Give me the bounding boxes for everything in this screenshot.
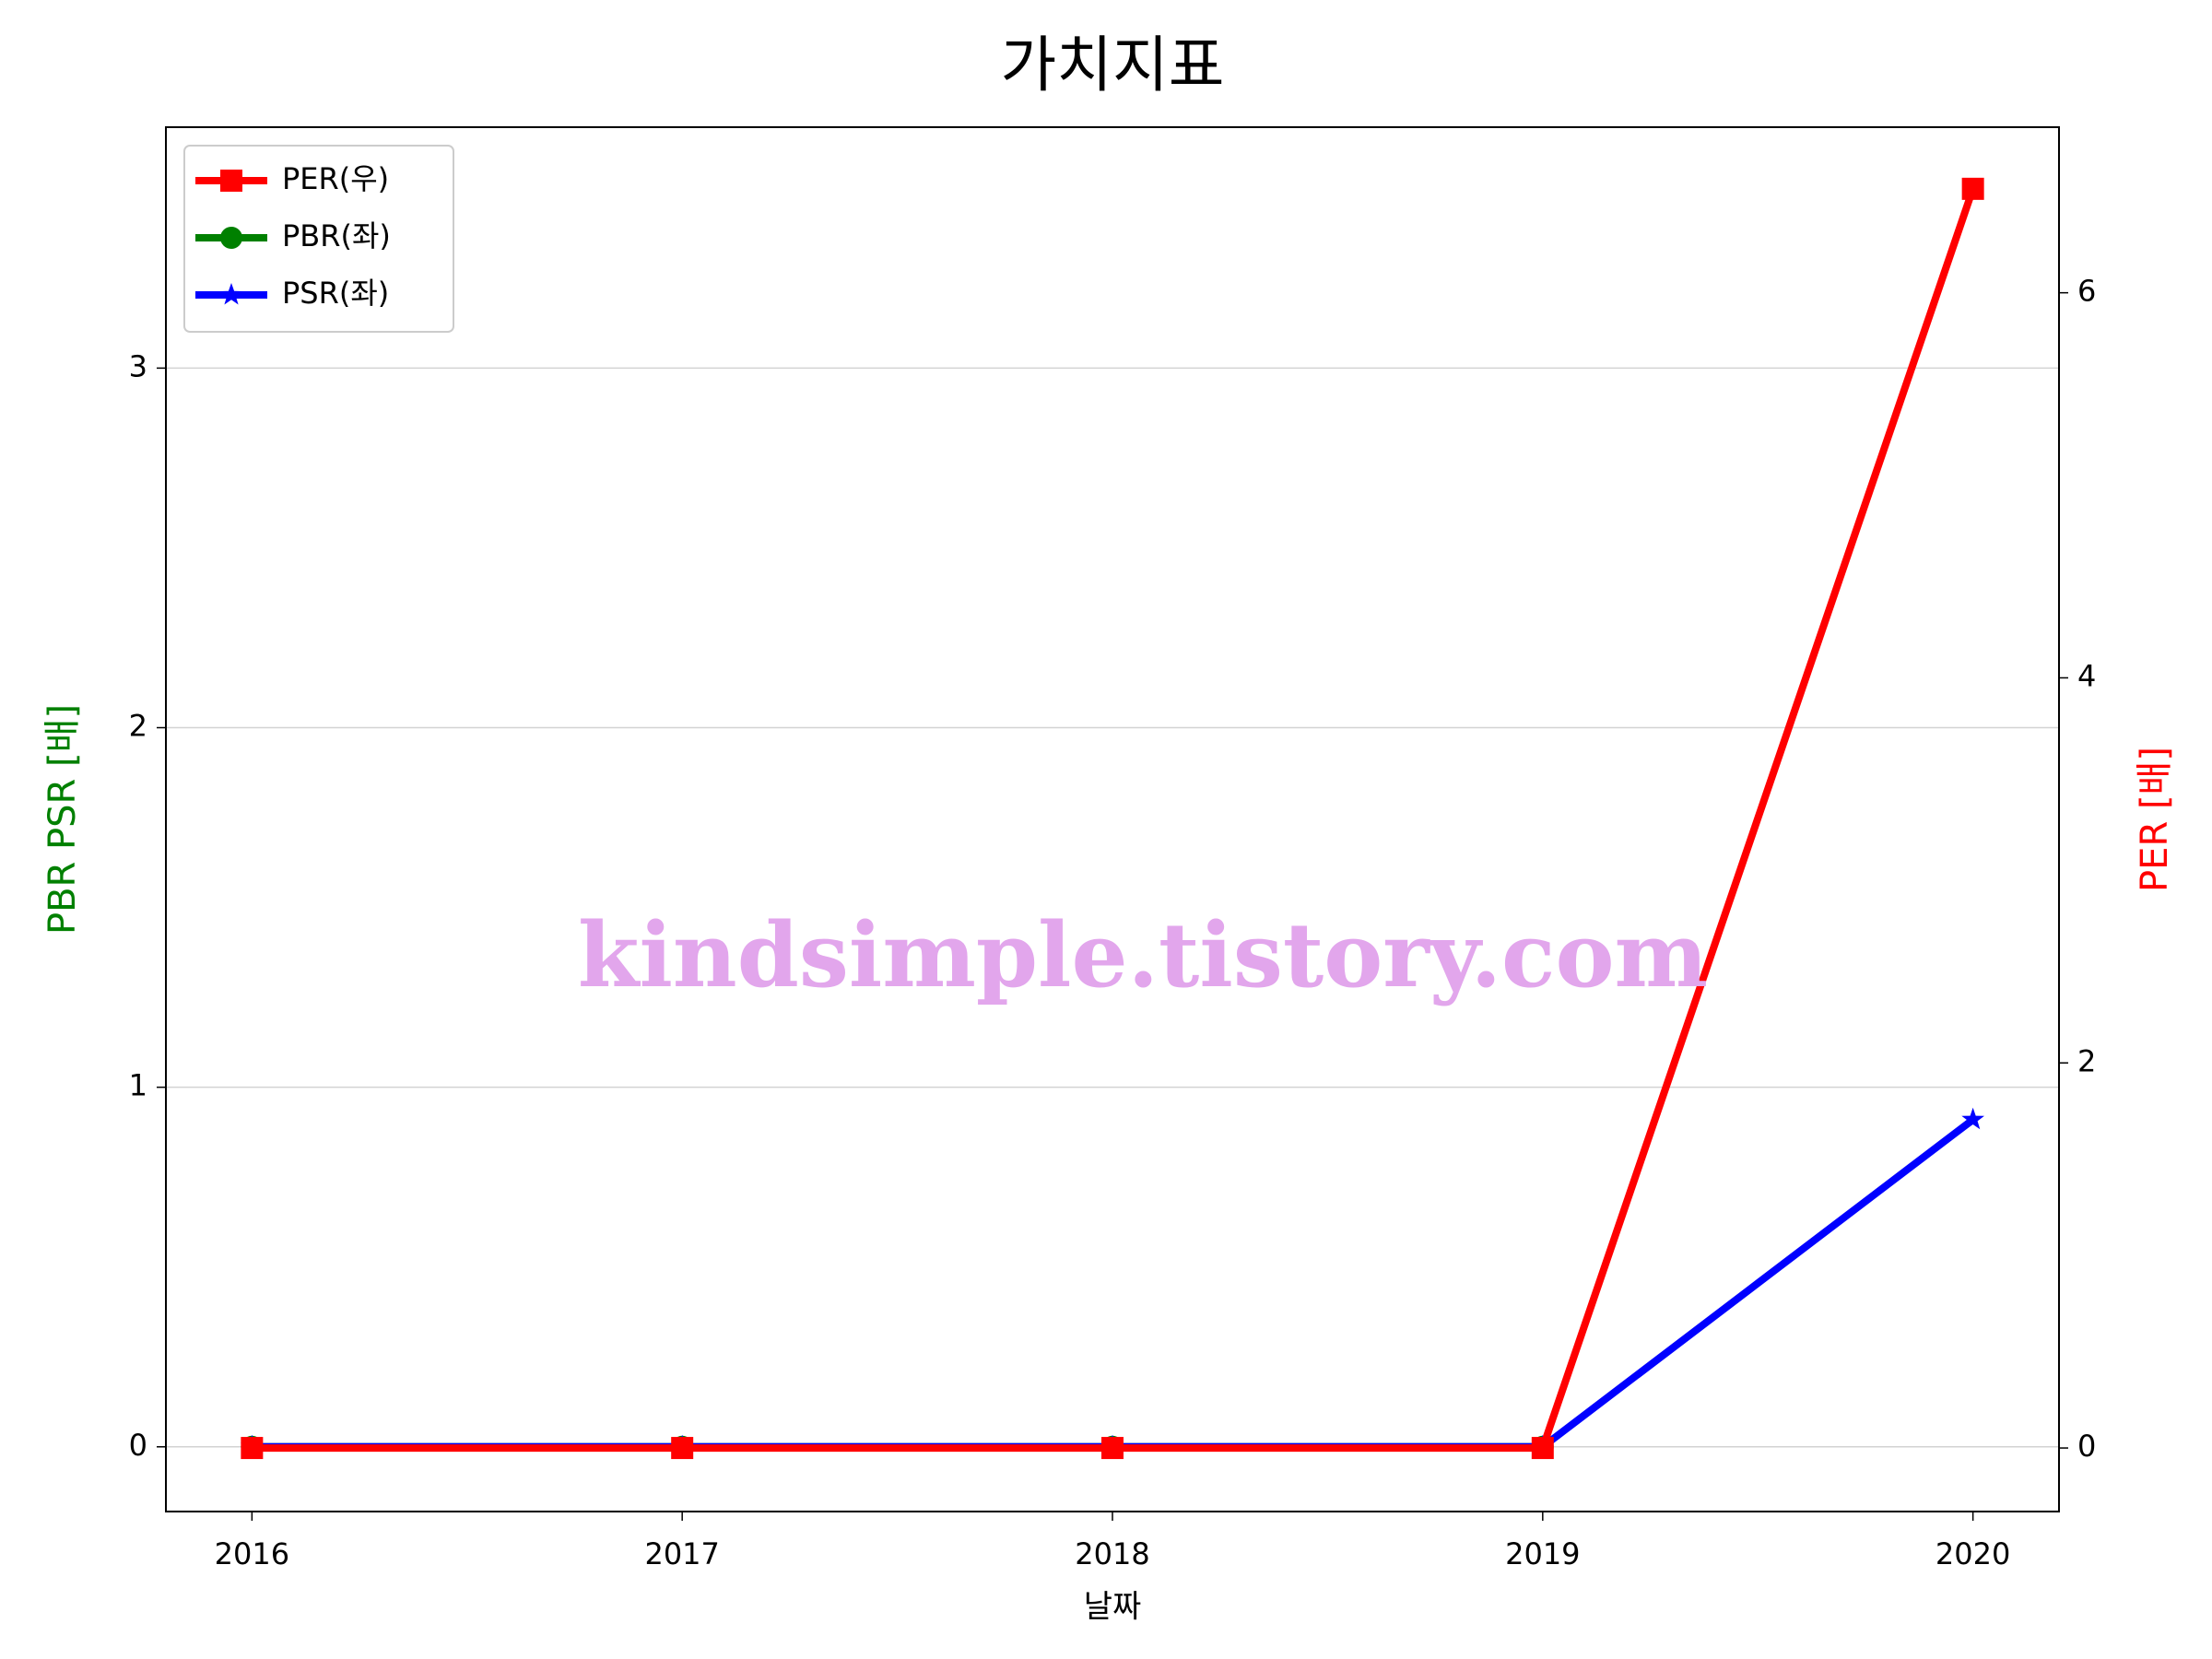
x-tick-label: 2019 <box>1505 1536 1580 1571</box>
y-tick-label: 1 <box>129 1068 147 1103</box>
y-axis-label: PBR PSR [배] <box>41 704 84 935</box>
x-tick-label: 2017 <box>644 1536 719 1571</box>
x-tick-label: 2018 <box>1075 1536 1149 1571</box>
marker <box>220 170 242 192</box>
y2-tick-label: 4 <box>2077 658 2096 693</box>
marker <box>1961 1107 1984 1130</box>
marker <box>220 227 242 249</box>
x-axis-label: 날짜 <box>1084 1589 1142 1626</box>
y2-tick-label: 6 <box>2077 274 2096 309</box>
y-tick-label: 0 <box>129 1428 147 1463</box>
y2-tick-label: 2 <box>2077 1043 2096 1078</box>
y2-axis-label: PER [배] <box>2134 747 2176 892</box>
marker <box>1961 177 1984 200</box>
y2-tick-label: 0 <box>2077 1429 2096 1464</box>
legend-label: PER(우) <box>282 161 389 196</box>
chart-title: 가치지표 <box>1001 29 1225 100</box>
marker <box>1101 1437 1124 1460</box>
marker <box>1531 1437 1554 1460</box>
y-tick-label: 2 <box>129 709 147 744</box>
plot-frame <box>165 126 2060 1512</box>
legend-box <box>183 145 454 333</box>
x-tick-label: 2020 <box>1936 1536 2010 1571</box>
watermark: kindsimple.tistory.com <box>578 903 1708 1007</box>
marker <box>219 283 243 305</box>
legend-label: PBR(좌) <box>282 218 391 253</box>
x-tick-label: 2016 <box>215 1536 289 1571</box>
marker <box>241 1437 264 1460</box>
series <box>241 177 1984 1460</box>
y-tick-label: 3 <box>129 348 147 383</box>
legend-label: PSR(좌) <box>282 276 389 311</box>
marker <box>671 1437 694 1460</box>
